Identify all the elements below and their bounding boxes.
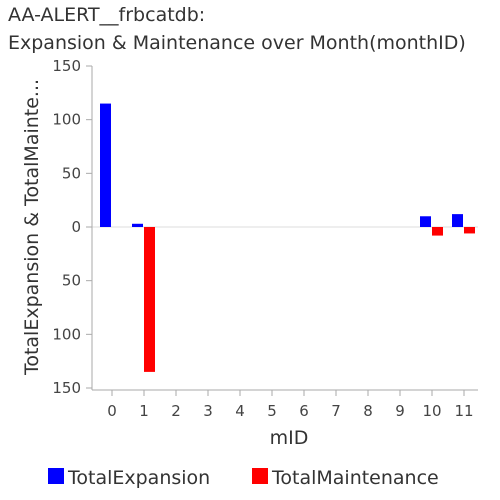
legend-swatch-totalexpansion <box>48 468 64 484</box>
bar-totalmaintenance-1[interactable] <box>144 227 155 372</box>
bars <box>100 103 475 372</box>
bar-totalexpansion-10[interactable] <box>420 216 431 227</box>
legend-label-totalmaintenance: TotalMaintenance <box>271 467 439 489</box>
x-tick-label: 9 <box>395 402 405 420</box>
chart-title-line-2: Expansion & Maintenance over Month(month… <box>8 32 466 54</box>
y-tick-label: 50 <box>62 164 81 182</box>
legend-swatch-totalmaintenance <box>252 468 268 484</box>
y-tick-label: 50 <box>62 272 81 290</box>
y-tick-label: 150 <box>52 57 81 75</box>
legend: TotalExpansion TotalMaintenance <box>48 467 439 489</box>
x-tick-label: 1 <box>139 402 149 420</box>
x-tick-label: 2 <box>171 402 181 420</box>
x-tick-label: 5 <box>267 402 277 420</box>
x-tick-label: 3 <box>203 402 213 420</box>
bar-totalexpansion-11[interactable] <box>452 214 463 227</box>
y-axis: 150 100 50 0 50 100 150 <box>52 57 93 397</box>
bar-totalexpansion-1[interactable] <box>132 223 143 227</box>
bar-totalmaintenance-11[interactable] <box>464 227 475 234</box>
x-tick-label: 6 <box>299 402 309 420</box>
x-tick-label: 7 <box>331 402 341 420</box>
y-tick-label: 0 <box>71 218 81 236</box>
x-axis-title: mID <box>270 427 309 449</box>
y-tick-label: 150 <box>52 379 81 397</box>
x-tick-label: 0 <box>107 402 117 420</box>
y-axis-title: TotalExpansion & TotalMainte... <box>21 79 43 376</box>
x-tick-label: 8 <box>363 402 373 420</box>
legend-label-totalexpansion: TotalExpansion <box>67 467 210 489</box>
bar-totalmaintenance-10[interactable] <box>432 227 443 236</box>
x-axis: 0 1 2 3 4 5 6 7 8 9 10 11 <box>92 389 478 420</box>
bar-totalexpansion-0[interactable] <box>100 103 111 227</box>
x-tick-label: 4 <box>235 402 245 420</box>
y-tick-label: 100 <box>52 111 81 129</box>
chart-title-line-1: AA-ALERT__frbcatdb: <box>8 4 205 26</box>
x-tick-label: 11 <box>454 402 473 420</box>
y-tick-label: 100 <box>52 325 81 343</box>
x-tick-label: 10 <box>422 402 441 420</box>
